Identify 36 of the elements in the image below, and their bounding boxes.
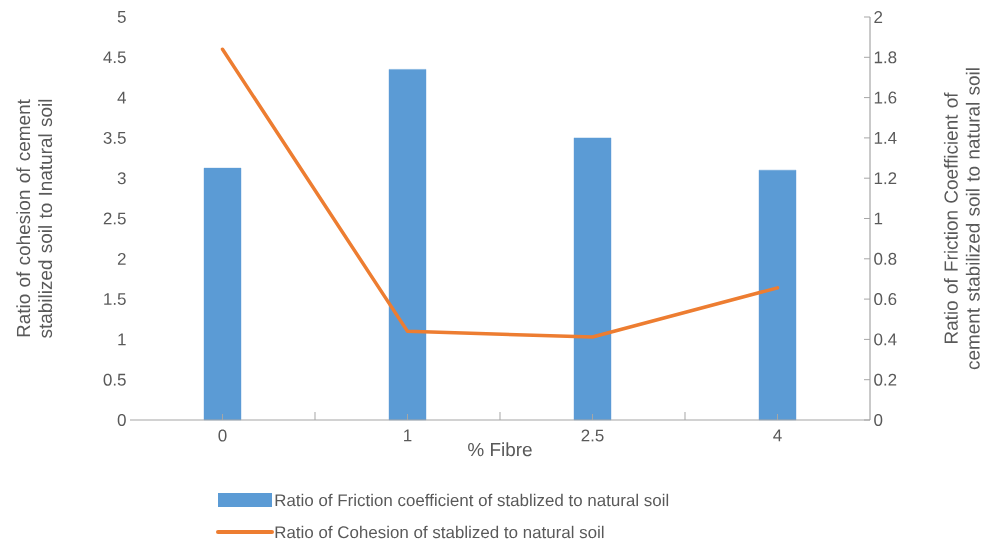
line-series [220, 47, 780, 339]
bar [573, 137, 612, 421]
y2-tick-label: 0.6 [874, 293, 897, 306]
x-tick-label: 0 [218, 429, 227, 442]
bar [758, 169, 797, 421]
legend-label: Ratio of Friction coefficient of stablized to natural soil [275, 493, 669, 507]
legend-label: Ratio of Cohesion of stablized to natural soil [275, 525, 604, 539]
x-axis-title: % Fibre [468, 442, 532, 457]
y2-tick-label: 1 [874, 212, 883, 225]
y2-tick-label: 0.8 [874, 252, 897, 265]
y-tick-label: 5 [117, 11, 126, 23]
y2-tick-label: 1.2 [874, 172, 897, 185]
y-tick-label: 3 [117, 172, 126, 185]
y2-tick-label: 0.2 [874, 373, 897, 386]
y-tick-label: 0.5 [103, 373, 126, 386]
y-tick-label: 2.5 [103, 212, 126, 225]
x-tick-label: 4 [773, 429, 782, 442]
y-tick-label: 3.5 [103, 131, 126, 144]
y-axis-title: Ratio of cohesion of cement stabilized soil to Inatural soil [16, 99, 53, 338]
y-tick-label: 1 [118, 333, 126, 346]
y-tick-label: 1.5 [104, 293, 126, 306]
y2-tick-label: 1.8 [874, 51, 897, 64]
y-tick-label: 2 [117, 252, 126, 265]
bar [388, 69, 427, 421]
y2-tick-label: 1.6 [874, 91, 897, 104]
bar [203, 167, 242, 421]
y2-tick-label: 2 [874, 11, 883, 23]
x-tick-label: 2.5 [581, 429, 604, 442]
y2-tick-label: 0.4 [874, 333, 897, 346]
y-tick-label: 0 [117, 414, 126, 426]
y2-tick-label: 0 [874, 414, 883, 426]
x-tick-label: 1 [404, 429, 412, 442]
y2-axis-title: Ratio of Friction Coefficient of cement stabilized soil to natural soil [943, 68, 980, 370]
y-tick-label: 4.5 [103, 51, 126, 64]
y-tick-label: 4 [117, 91, 126, 104]
y2-tick-label: 1.4 [874, 132, 897, 144]
